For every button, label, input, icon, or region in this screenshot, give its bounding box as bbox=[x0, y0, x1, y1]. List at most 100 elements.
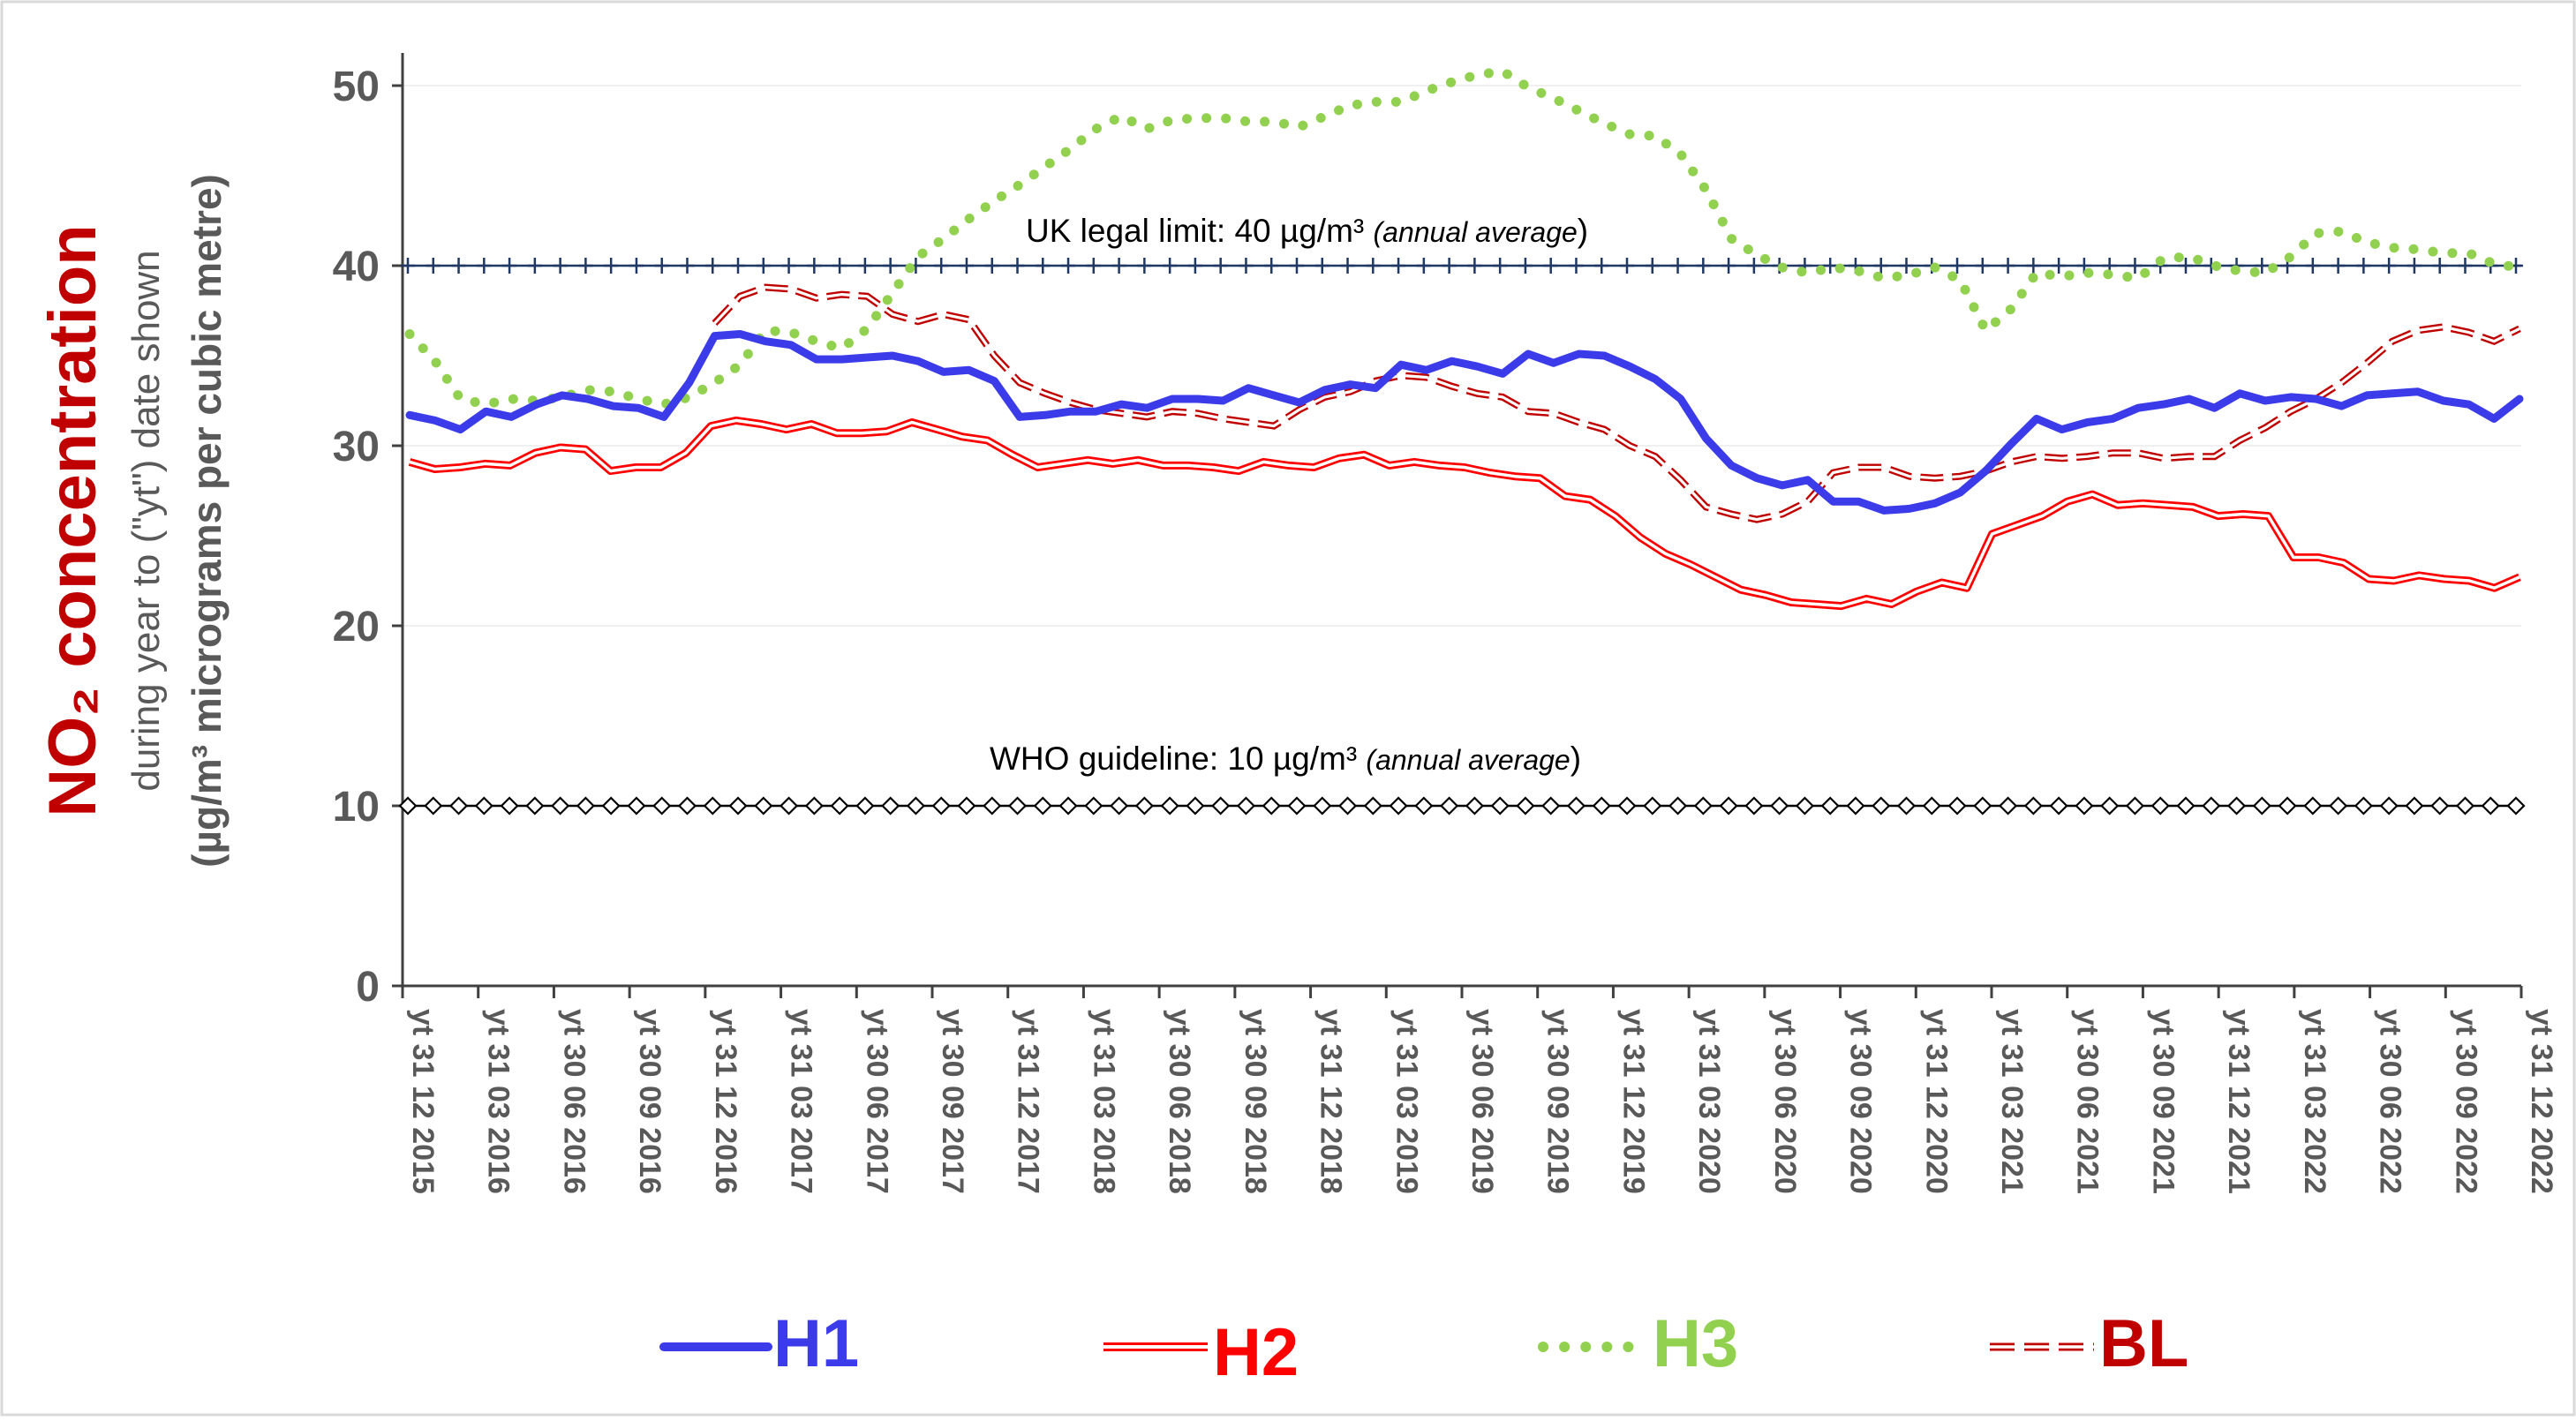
x-tick-label-group: yt 31 03 2022 bbox=[2298, 1009, 2331, 1194]
x-tick-label: yt 31 12 2017 bbox=[1012, 1009, 1045, 1194]
who-guideline-marker bbox=[576, 796, 595, 816]
uk-legal-limit-marker bbox=[1061, 258, 1076, 274]
x-tick-label-group: yt 31 03 2021 bbox=[1995, 1009, 2029, 1194]
series-bl-line-inner bbox=[713, 285, 2520, 522]
uk-legal-limit-marker bbox=[1645, 258, 1660, 274]
who-guideline-label-note: (annual average bbox=[1366, 744, 1570, 776]
who-guideline-marker bbox=[1058, 796, 1078, 816]
x-tick-label-group: yt 31 12 2020 bbox=[1919, 1009, 1953, 1194]
who-guideline-marker bbox=[1643, 796, 1662, 816]
x-tick-label-group: yt 30 09 2022 bbox=[2449, 1009, 2482, 1194]
x-tick-label-group: yt 31 12 2021 bbox=[2222, 1009, 2256, 1194]
who-guideline-marker bbox=[1211, 796, 1231, 816]
who-guideline-marker bbox=[1186, 796, 1205, 816]
uk-limit-label: UK legal limit: 40 µg/m³ (annual average… bbox=[1026, 213, 1588, 249]
who-guideline-marker bbox=[1287, 796, 1307, 816]
uk-legal-limit-marker bbox=[1111, 258, 1126, 274]
uk-legal-limit-marker bbox=[1975, 258, 1990, 274]
uk-legal-limit-marker bbox=[502, 258, 517, 274]
who-guideline-marker bbox=[627, 796, 646, 816]
legend-item-bl: BL bbox=[1990, 1306, 2188, 1381]
who-guideline-marker bbox=[1389, 796, 1408, 816]
who-guideline-marker bbox=[500, 796, 519, 816]
legend-item-h3-label: H3 bbox=[1653, 1306, 1738, 1381]
uk-legal-limit-marker bbox=[1137, 258, 1152, 274]
x-tick-label-group: yt 31 12 2018 bbox=[1314, 1009, 1348, 1194]
who-guideline-marker bbox=[2252, 796, 2271, 816]
who-guideline-marker bbox=[881, 796, 900, 816]
legend-item-h2-label: H2 bbox=[1213, 1315, 1299, 1390]
x-tick-label: yt 30 06 2019 bbox=[1465, 1009, 1499, 1194]
who-guideline-marker bbox=[957, 796, 976, 816]
uk-legal-limit-marker bbox=[1314, 258, 1329, 274]
uk-legal-limit-marker bbox=[781, 258, 796, 274]
data-series bbox=[404, 65, 2525, 611]
who-guideline-marker bbox=[1795, 796, 1814, 816]
who-guideline-marker bbox=[2150, 796, 2170, 816]
uk-legal-limit-marker bbox=[401, 258, 415, 274]
uk-legal-limit-marker bbox=[1823, 258, 1838, 274]
uk-legal-limit-marker bbox=[1594, 258, 1609, 274]
who-guideline-marker bbox=[1465, 796, 1484, 816]
x-tick-label-group: yt 30 09 2016 bbox=[633, 1009, 667, 1194]
who-guideline-marker bbox=[1337, 796, 1358, 816]
x-tick-label-group: yt 31 03 2018 bbox=[1087, 1009, 1120, 1194]
who-guideline-marker bbox=[551, 796, 570, 816]
x-tick-label: yt 31 12 2016 bbox=[709, 1009, 742, 1194]
uk-legal-limit-marker bbox=[2000, 258, 2015, 274]
who-guideline-marker bbox=[2100, 796, 2120, 816]
x-tick-label: yt 31 03 2019 bbox=[1390, 1009, 1423, 1194]
uk-legal-limit-marker bbox=[553, 258, 568, 274]
uk-legal-limit-marker bbox=[1721, 258, 1736, 274]
x-tick-label: yt 31 12 2021 bbox=[2222, 1009, 2256, 1194]
uk-legal-limit-marker bbox=[2305, 258, 2320, 274]
uk-legal-limit-marker bbox=[1873, 258, 1888, 274]
series-h1 bbox=[405, 330, 2524, 515]
uk-limit-label-note: (annual average bbox=[1374, 216, 1578, 248]
x-tick-label-group: yt 31 03 2017 bbox=[785, 1009, 818, 1194]
uk-legal-limit-marker bbox=[426, 258, 441, 274]
who-guideline-marker bbox=[2481, 796, 2500, 816]
series-h2 bbox=[408, 416, 2521, 611]
x-tick-label-group: yt 31 03 2020 bbox=[1692, 1009, 1726, 1194]
who-guideline-marker bbox=[983, 796, 1002, 816]
x-tick-label: yt 30 09 2016 bbox=[633, 1009, 667, 1194]
who-guideline-marker bbox=[804, 796, 824, 816]
who-guideline-marker bbox=[525, 796, 545, 816]
uk-legal-limit-marker bbox=[1493, 258, 1508, 274]
x-tick-label: yt 30 06 2018 bbox=[1163, 1009, 1196, 1194]
legend-item-h3: H3 bbox=[1538, 1306, 1738, 1381]
y-tick-label: 10 bbox=[333, 784, 380, 831]
who-guideline-marker bbox=[780, 796, 799, 816]
who-guideline-marker bbox=[1084, 796, 1103, 816]
uk-legal-limit-marker bbox=[984, 258, 999, 274]
series-h1-line bbox=[405, 330, 2524, 515]
who-guideline-marker bbox=[2379, 796, 2399, 816]
uk-legal-limit-marker bbox=[1264, 258, 1279, 274]
uk-legal-limit-marker bbox=[883, 258, 898, 274]
y-axis-subtitle-2: (µg/m³ micrograms per cubic metre) bbox=[184, 174, 230, 868]
who-guideline-marker bbox=[1440, 796, 1459, 816]
x-tick-label-group: yt 30 06 2018 bbox=[1163, 1009, 1196, 1194]
who-guideline-marker bbox=[1820, 796, 1840, 816]
who-guideline-marker bbox=[398, 796, 418, 816]
who-guideline-marker bbox=[1516, 796, 1535, 816]
who-guideline-marker bbox=[424, 796, 443, 816]
x-tick-label-group: yt 30 06 2019 bbox=[1465, 1009, 1499, 1194]
who-guideline-marker bbox=[1592, 796, 1611, 816]
uk-legal-limit-marker bbox=[1340, 258, 1355, 274]
who-guideline-marker bbox=[2506, 796, 2526, 816]
y-axis-title-line2: during year to ("yt") date shown bbox=[124, 250, 168, 791]
who-guideline-marker bbox=[1110, 796, 1129, 816]
y-axis-title: NO₂ concentration bbox=[35, 224, 110, 816]
y-tick-label: 30 bbox=[333, 424, 380, 470]
uk-legal-limit-marker bbox=[934, 258, 949, 274]
y-ticks: 0 10 20 30 40 50 bbox=[333, 64, 403, 1011]
who-guideline-marker bbox=[2303, 796, 2323, 816]
who-guideline-marker bbox=[1363, 796, 1382, 816]
x-tick-label: yt 30 06 2016 bbox=[557, 1009, 591, 1194]
uk-limit-label-text: UK legal limit: 40 µg/m³ bbox=[1026, 213, 1374, 249]
x-tick-label: yt 31 03 2018 bbox=[1087, 1009, 1120, 1194]
x-tick-label-group: yt 30 09 2017 bbox=[936, 1009, 969, 1194]
